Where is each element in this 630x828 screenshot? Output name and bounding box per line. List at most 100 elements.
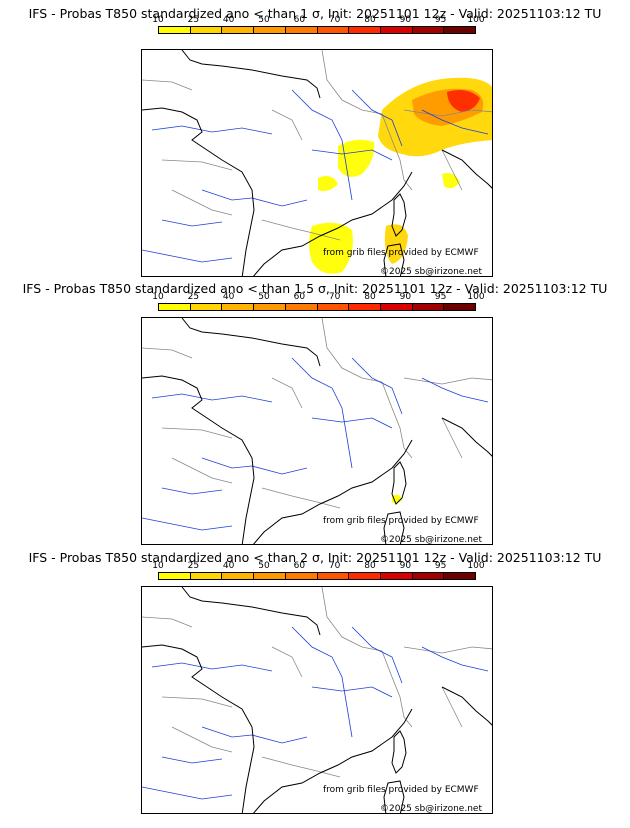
admin-border: [321, 318, 383, 383]
coastline: [142, 644, 255, 813]
scale-label: 95: [434, 15, 447, 25]
admin-border: [403, 646, 492, 654]
map-canvas: [142, 50, 492, 276]
scale-label: 80: [364, 292, 376, 302]
admin-border: [271, 109, 303, 141]
scale-label: 80: [364, 561, 376, 571]
scale-label: 100: [467, 561, 485, 571]
scale-label: 50: [258, 292, 270, 302]
scale-swatch: [317, 573, 350, 579]
river: [201, 726, 308, 744]
scale-swatch: [412, 304, 445, 310]
scale-label: 10: [152, 561, 164, 571]
admin-border: [381, 113, 413, 191]
map-panel-2: IFS - Probas T850 standardized ano < tha…: [0, 276, 630, 546]
coastline: [142, 107, 255, 276]
admin-border: [441, 686, 463, 728]
copyright: ©2025 sb@irizone.net: [380, 267, 482, 277]
admin-border: [142, 79, 193, 91]
scale-labels: 10 25 40 50 60 70 80 90 95 100: [152, 561, 484, 571]
probability-area: [447, 90, 480, 112]
river: [161, 219, 223, 227]
sardinia-coastline: [383, 780, 405, 813]
river: [151, 662, 273, 672]
admin-border: [142, 616, 193, 628]
river: [421, 377, 489, 403]
scale-swatch: [380, 573, 413, 579]
coastline: [441, 686, 492, 726]
source-credit: from grib files provided by ECMWF: [323, 785, 479, 795]
scale-label: 95: [434, 561, 447, 571]
admin-border: [261, 756, 341, 778]
scale-label: 60: [293, 561, 306, 571]
scale-labels: 10 25 40 50 60 70 80 90 95 100: [152, 292, 484, 302]
scale-label: 40: [222, 561, 235, 571]
admin-border: [171, 457, 233, 484]
admin-border: [171, 189, 233, 216]
river: [351, 89, 403, 147]
scale-swatch: [317, 27, 350, 33]
scale-label: 10: [152, 15, 164, 25]
scale-swatch: [159, 573, 191, 579]
scale-swatch: [317, 304, 350, 310]
panel-title: IFS - Probas T850 standardized ano < tha…: [22, 281, 608, 296]
copyright: ©2025 sb@irizone.net: [380, 535, 482, 545]
scale-swatch: [159, 27, 191, 33]
scale-swatch: [222, 573, 255, 579]
scale-label: 90: [399, 15, 412, 25]
scale-label: 95: [434, 292, 447, 302]
coastline: [181, 587, 321, 636]
river: [201, 189, 308, 207]
sardinia-coastline: [383, 511, 405, 544]
coastline: [181, 318, 321, 367]
scale-swatch: [190, 27, 223, 33]
source-credit: from grib files provided by ECMWF: [323, 516, 479, 526]
scale-swatch: [444, 573, 476, 579]
admin-border: [403, 377, 492, 385]
scale-swatch: [349, 27, 381, 33]
probability-scale: [158, 26, 476, 34]
admin-border: [381, 650, 413, 728]
admin-border: [161, 696, 233, 708]
admin-border: [403, 109, 492, 117]
admin-border: [321, 50, 383, 115]
forecast-map: from grib files provided by ECMWF ©2025 …: [141, 317, 493, 545]
scale-label: 50: [258, 561, 270, 571]
scale-swatch: [190, 304, 223, 310]
coastline: [181, 50, 321, 99]
scale-label: 90: [399, 561, 412, 571]
scale-swatch: [444, 304, 476, 310]
admin-border: [161, 427, 233, 439]
scale-swatch: [222, 27, 255, 33]
scale-label: 25: [187, 292, 200, 302]
river: [142, 786, 233, 800]
admin-border: [261, 219, 341, 241]
scale-swatch: [412, 27, 445, 33]
panel-title: IFS - Probas T850 standardized ano < tha…: [28, 550, 602, 565]
scale-swatch: [254, 573, 286, 579]
river: [421, 109, 489, 135]
scale-label: 10: [152, 292, 164, 302]
map-canvas: [142, 318, 492, 544]
river: [142, 249, 233, 263]
scale-label: 70: [328, 292, 341, 302]
river: [161, 487, 223, 495]
river: [351, 626, 403, 684]
river: [351, 357, 403, 415]
river: [201, 457, 308, 475]
scale-swatch: [380, 27, 413, 33]
scale-label: 100: [467, 15, 485, 25]
scale-swatch: [349, 304, 381, 310]
river: [311, 149, 393, 161]
corsica-coastline: [391, 730, 407, 774]
scale-label: 70: [328, 15, 341, 25]
river: [291, 89, 353, 201]
scale-swatch: [222, 304, 255, 310]
map-panel-3: IFS - Probas T850 standardized ano < tha…: [0, 546, 630, 828]
scale-label: 40: [222, 15, 235, 25]
coastline: [253, 171, 413, 276]
probability-area: [318, 176, 338, 192]
scale-label: 25: [187, 561, 200, 571]
scale-label: 50: [258, 15, 270, 25]
map-panel-1: IFS - Probas T850 standardized ano < tha…: [0, 0, 630, 277]
